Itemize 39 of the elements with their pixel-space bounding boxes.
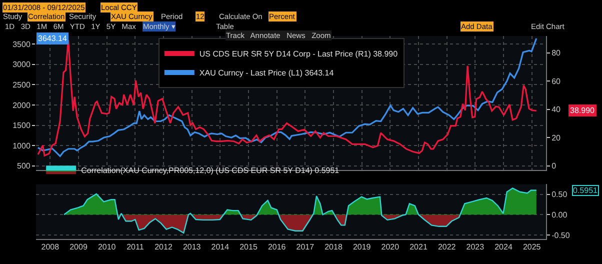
x-tick-label: 2014: [211, 242, 230, 252]
annotation: 3643.14: [38, 34, 68, 43]
y2-tick-label: 0: [552, 162, 557, 171]
legend-label: Correlation(XAU Curncy,PR005,12,0) (US CDS EUR SR 5Y D14) 0.5951: [81, 166, 340, 176]
legend-label: US CDS EUR SR 5Y D14 Corp - Last Price (R1) 38.990: [199, 50, 398, 59]
x-tick-label: 2011: [126, 242, 144, 252]
x-tick-label: 2008: [41, 242, 60, 252]
x-tick-label: 2015: [240, 242, 258, 252]
x-tick-label: 2017: [296, 242, 315, 252]
y2-tick-label: 20: [552, 133, 562, 142]
x-tick-label: 2018: [324, 242, 343, 252]
x-tick-label: 2020: [381, 242, 400, 252]
y-tick-label: 2000: [12, 100, 31, 110]
y2-tick-label: 80: [552, 48, 562, 58]
y2-tick-label: 60: [552, 76, 562, 86]
y-tick-label: 0.50: [552, 190, 568, 200]
text: 0.5951: [573, 186, 598, 195]
x-tick-label: 2009: [70, 242, 88, 252]
x-tick-label: 2022: [438, 242, 456, 252]
y2-tick-label: 40: [552, 105, 562, 114]
x-tick-label: 2013: [182, 242, 202, 252]
text: 38.990: [570, 106, 596, 115]
legend-label: XAU Curncy - Last Price (L1) 3643.14: [199, 68, 334, 78]
x-tick-label: 2023: [466, 242, 485, 252]
x-tick-label: 2025: [522, 242, 542, 252]
y-tick-label: 0.00: [552, 210, 568, 220]
y-tick-label: 500: [17, 162, 31, 171]
y-tick-label: 1500: [12, 121, 31, 130]
x-tick-label: 2016: [268, 242, 286, 252]
x-tick-label: 2019: [352, 242, 372, 252]
y-tick-label: 2500: [12, 80, 31, 90]
y-tick-label: 1000: [12, 141, 31, 150]
y-tick-label: -0.50: [552, 230, 570, 240]
x-tick-label: 2010: [98, 242, 116, 252]
x-tick-label: 2024: [494, 242, 513, 252]
x-tick-label: 2021: [410, 242, 428, 252]
y-tick-label: 3000: [12, 60, 31, 70]
x-tick-label: 2012: [154, 242, 173, 252]
y-tick-label: 3500: [12, 40, 31, 49]
